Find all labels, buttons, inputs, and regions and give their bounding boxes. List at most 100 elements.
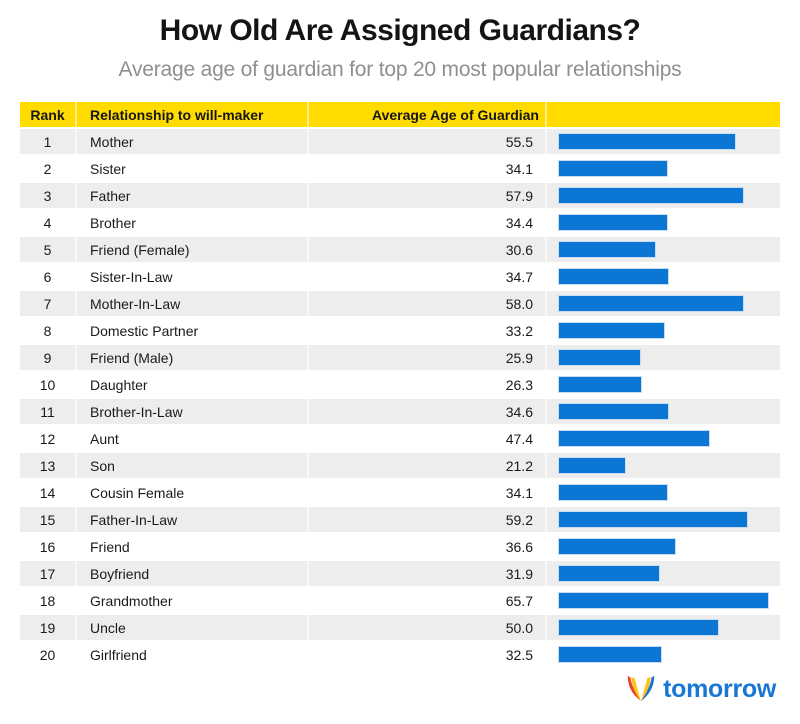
footer: tomorrow	[24, 674, 776, 704]
table-row: 6 Sister-In-Law 34.7	[20, 264, 780, 289]
relationship-cell: Brother-In-Law	[75, 399, 307, 424]
table-row: 17 Boyfriend 31.9	[20, 561, 780, 586]
relationship-cell: Boyfriend	[75, 561, 307, 586]
average-age-cell: 55.5	[307, 129, 545, 154]
header-average-age: Average Age of Guardian	[307, 102, 545, 127]
bar-cell	[545, 318, 780, 343]
relationship-cell: Girlfriend	[75, 642, 307, 667]
table-row: 5 Friend (Female) 30.6	[20, 237, 780, 262]
age-bar	[558, 403, 670, 420]
bar-cell	[545, 291, 780, 316]
average-age-cell: 21.2	[307, 453, 545, 478]
relationship-cell: Brother	[75, 210, 307, 235]
average-age-cell: 50.0	[307, 615, 545, 640]
rank-cell: 5	[43, 241, 52, 258]
average-age-cell: 26.3	[307, 372, 545, 397]
age-bar	[558, 484, 668, 501]
rank-cell: 6	[43, 268, 52, 285]
age-bar	[558, 268, 670, 285]
average-age-cell: 65.7	[307, 588, 545, 613]
age-bar	[558, 349, 642, 366]
table-row: 10 Daughter 26.3	[20, 372, 780, 397]
table-row: 4 Brother 34.4	[20, 210, 780, 235]
rank-cell: 15	[39, 511, 56, 528]
relationship-cell: Uncle	[75, 615, 307, 640]
header-rank: Rank	[30, 106, 65, 123]
bar-cell	[545, 372, 780, 397]
bar-cell	[545, 426, 780, 451]
relationship-cell: Father	[75, 183, 307, 208]
average-age-cell: 34.1	[307, 156, 545, 181]
age-bar	[558, 646, 663, 663]
rank-cell: 1	[43, 133, 52, 150]
bar-cell	[545, 129, 780, 154]
bar-cell	[545, 399, 780, 424]
rank-cell: 14	[39, 484, 56, 501]
bar-cell	[545, 480, 780, 505]
table-row: 20 Girlfriend 32.5	[20, 642, 780, 667]
age-bar	[558, 565, 661, 582]
rank-cell: 8	[43, 322, 52, 339]
rank-cell: 20	[39, 646, 56, 663]
rank-cell: 12	[39, 430, 56, 447]
rank-cell: 17	[39, 565, 56, 582]
table-row: 16 Friend 36.6	[20, 534, 780, 559]
relationship-cell: Domestic Partner	[75, 318, 307, 343]
rank-cell: 2	[43, 160, 52, 177]
bar-cell	[545, 642, 780, 667]
table-row: 19 Uncle 50.0	[20, 615, 780, 640]
relationship-cell: Sister	[75, 156, 307, 181]
rank-cell: 9	[43, 349, 52, 366]
relationship-cell: Mother-In-Law	[75, 291, 307, 316]
relationship-cell: Friend (Male)	[75, 345, 307, 370]
relationship-cell: Sister-In-Law	[75, 264, 307, 289]
age-bar	[558, 457, 627, 474]
bar-cell	[545, 507, 780, 532]
average-age-cell: 33.2	[307, 318, 545, 343]
rank-cell: 7	[43, 295, 52, 312]
average-age-cell: 31.9	[307, 561, 545, 586]
rank-cell: 16	[39, 538, 56, 555]
infographic: How Old Are Assigned Guardians? Average …	[0, 12, 800, 724]
tomorrow-logo-icon	[627, 675, 655, 702]
bar-cell	[545, 453, 780, 478]
table-body: 1 Mother 55.5 2 Sister 34.1 3 Father 57.9 4 Brothe…	[20, 129, 780, 667]
relationship-cell: Friend (Female)	[75, 237, 307, 262]
rank-cell: 11	[40, 403, 55, 420]
relationship-cell: Son	[75, 453, 307, 478]
table-row: 11 Brother-In-Law 34.6	[20, 399, 780, 424]
page-title: How Old Are Assigned Guardians?	[159, 14, 641, 47]
rank-cell: 18	[39, 592, 56, 609]
bar-cell	[545, 183, 780, 208]
bar-cell	[545, 588, 780, 613]
age-bar	[558, 619, 719, 636]
table-row: 3 Father 57.9	[20, 183, 780, 208]
age-bar	[558, 295, 745, 312]
average-age-cell: 36.6	[307, 534, 545, 559]
table-row: 12 Aunt 47.4	[20, 426, 780, 451]
relationship-cell: Friend	[75, 534, 307, 559]
relationship-cell: Mother	[75, 129, 307, 154]
age-bar	[558, 511, 749, 528]
bar-cell	[545, 345, 780, 370]
bar-cell	[545, 210, 780, 235]
table-row: 7 Mother-In-Law 58.0	[20, 291, 780, 316]
age-bar	[558, 160, 668, 177]
header-bar-column	[545, 102, 780, 127]
average-age-cell: 34.6	[307, 399, 545, 424]
age-bar	[558, 376, 643, 393]
table-header-row: Rank Relationship to will-maker Average …	[20, 102, 780, 127]
age-bar	[558, 187, 744, 204]
bar-cell	[545, 561, 780, 586]
relationship-cell: Father-In-Law	[75, 507, 307, 532]
table-row: 9 Friend (Male) 25.9	[20, 345, 780, 370]
header-relationship: Relationship to will-maker	[75, 102, 307, 127]
rank-cell: 4	[43, 214, 52, 231]
relationship-cell: Grandmother	[75, 588, 307, 613]
table-row: 2 Sister 34.1	[20, 156, 780, 181]
average-age-cell: 32.5	[307, 642, 545, 667]
table-row: 8 Domestic Partner 33.2	[20, 318, 780, 343]
guardian-age-table: Rank Relationship to will-maker Average …	[20, 102, 780, 667]
average-age-cell: 58.0	[307, 291, 545, 316]
average-age-cell: 34.4	[307, 210, 545, 235]
